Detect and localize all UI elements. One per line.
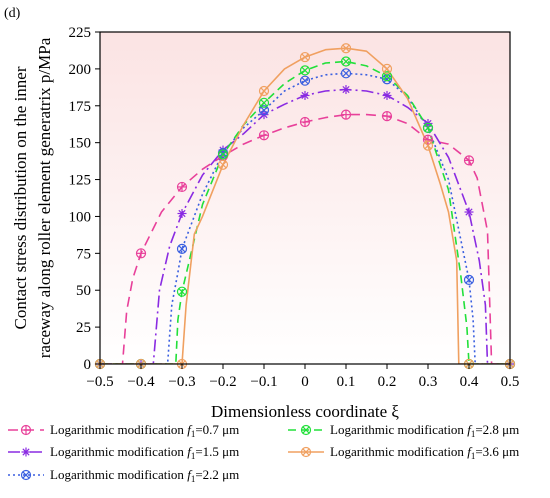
- series-2-marker: [382, 90, 392, 100]
- x-tick-label: −0.1: [250, 374, 277, 390]
- series-line-2: [100, 88, 510, 364]
- series-5-marker: [299, 51, 311, 63]
- legend-item-4: Logarithmic modification f1=2.8 μm: [288, 422, 519, 439]
- legend-item-3: Logarithmic modification f1=2.2 μm: [8, 467, 239, 484]
- y-tick-label: 100: [69, 209, 92, 225]
- legend-item-2: Logarithmic modification f1=1.5 μm: [8, 444, 239, 461]
- x-tick-label: 0.4: [460, 374, 479, 390]
- series-5-marker: [258, 85, 270, 97]
- y-tick-label: 150: [69, 136, 92, 152]
- series-4-marker: [340, 56, 352, 67]
- x-tick-label: 0.1: [337, 374, 356, 390]
- legend-label: Logarithmic modification f1=0.7 μm: [50, 422, 239, 439]
- x-tick-label: 0.3: [419, 374, 438, 390]
- x-axis-label: Dimensionless coordinate ξ: [211, 402, 399, 421]
- legend-marker: [20, 424, 32, 436]
- y-tick-label: 50: [76, 283, 91, 299]
- series-1-marker: [258, 130, 270, 141]
- legend-label: Logarithmic modification f1=3.6 μm: [330, 444, 519, 461]
- x-axis-ticks: −0.5 −0.4 −0.3 −0.2 −0.1 0 0.1 0.2 0.3 0.4 0.5: [86, 364, 519, 390]
- series-4-marker: [217, 149, 229, 160]
- legend-label: Logarithmic modification f1=2.8 μm: [330, 422, 519, 439]
- legend-item-5: Logarithmic modification f1=3.6 μm: [288, 444, 519, 461]
- x-tick-label: 0.5: [501, 374, 520, 390]
- series-1-marker: [463, 155, 475, 166]
- series-3-marker: [176, 243, 188, 255]
- x-tick-label: −0.2: [209, 374, 236, 390]
- legend-marker: [300, 424, 312, 436]
- series-1-marker: [176, 181, 188, 193]
- series-1-marker: [381, 111, 393, 122]
- legend-label: Logarithmic modification f1=2.2 μm: [50, 467, 239, 484]
- series-5-marker: [217, 159, 229, 170]
- x-tick-label: 0.2: [378, 374, 397, 390]
- legend-label: Logarithmic modification f1=1.5 μm: [50, 444, 239, 461]
- series-3-marker: [299, 75, 311, 86]
- series-2-marker: [341, 85, 351, 95]
- series-2-marker: [177, 208, 187, 218]
- series-4-marker: [176, 286, 188, 297]
- series-3-marker: [340, 68, 352, 79]
- legend-marker: [21, 447, 31, 457]
- y-axis-label-line1: Contact stress distribution on the inner: [11, 66, 30, 329]
- y-tick-label: 200: [69, 62, 92, 78]
- series-line-3: [100, 72, 510, 364]
- legend-marker: [20, 469, 32, 481]
- series-line-4: [100, 60, 510, 364]
- series-1-marker: [422, 134, 434, 145]
- legend-marker: [300, 446, 312, 458]
- series-4-marker: [258, 97, 270, 108]
- series-2-marker: [300, 90, 310, 100]
- x-tick-label: 0: [301, 374, 309, 390]
- y-tick-label: 0: [84, 357, 92, 373]
- series-5-marker: [422, 140, 434, 151]
- series-4-marker: [299, 65, 311, 76]
- x-tick-label: −0.4: [127, 374, 155, 390]
- y-tick-label: 175: [69, 99, 92, 115]
- legend: Logarithmic modification f1=0.7 μm Logari…: [8, 422, 519, 484]
- series-5-marker: [340, 43, 352, 54]
- series-line-5: [100, 47, 510, 364]
- series-3-marker: [381, 74, 393, 85]
- series-1-marker: [135, 248, 147, 259]
- series-4-marker: [422, 122, 434, 134]
- series-4-marker: [381, 71, 393, 82]
- y-axis-label-line2: raceway along roller element generatrix …: [35, 37, 54, 358]
- x-tick-label: −0.3: [168, 374, 195, 390]
- x-tick-label: −0.5: [86, 374, 113, 390]
- series-5-marker: [381, 63, 393, 74]
- y-tick-label: 75: [76, 246, 91, 262]
- series-1-marker: [299, 116, 311, 128]
- panel-label: (d): [4, 6, 21, 21]
- legend-item-1: Logarithmic modification f1=0.7 μm: [8, 422, 239, 439]
- series-3-marker: [463, 274, 475, 285]
- series-2-marker: [464, 207, 474, 217]
- y-tick-label: 25: [76, 320, 91, 336]
- y-tick-label: 225: [69, 25, 92, 41]
- y-axis-ticks: 0 25 50 75 100 125 150 175 200 225: [69, 25, 100, 373]
- series-3-marker: [258, 105, 270, 116]
- series-1-marker: [340, 109, 352, 120]
- y-tick-label: 125: [69, 173, 92, 189]
- plot-background: [100, 32, 510, 364]
